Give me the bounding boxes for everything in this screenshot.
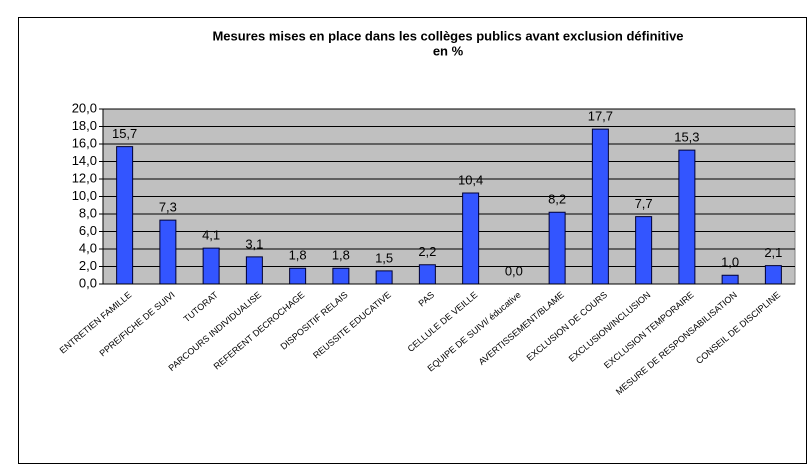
bar bbox=[418, 264, 436, 285]
value-label: 15,3 bbox=[674, 130, 699, 145]
bar bbox=[764, 265, 782, 285]
value-label: 17,7 bbox=[588, 109, 613, 124]
bar bbox=[289, 267, 307, 285]
value-label: 7,3 bbox=[159, 200, 177, 215]
y-tick-label: 20,0 bbox=[72, 100, 97, 115]
bar bbox=[635, 216, 653, 285]
value-label: 1,5 bbox=[375, 250, 393, 265]
y-tick-label: 10,0 bbox=[72, 188, 97, 203]
y-tick-label: 14,0 bbox=[72, 153, 97, 168]
chart-subtitle: en % bbox=[433, 43, 464, 58]
y-tick-label: 18,0 bbox=[72, 118, 97, 133]
y-tick-label: 16,0 bbox=[72, 135, 97, 150]
chart-title: Mesures mises en place dans les collèges… bbox=[212, 28, 683, 43]
y-tick-label: 2,0 bbox=[79, 258, 97, 273]
value-label: 8,2 bbox=[548, 192, 566, 207]
value-label: 3,1 bbox=[245, 236, 263, 251]
bar bbox=[375, 270, 393, 285]
value-label: 7,7 bbox=[635, 196, 653, 211]
y-tick-label: 6,0 bbox=[79, 223, 97, 238]
bar bbox=[462, 192, 480, 285]
value-label: 2,2 bbox=[418, 244, 436, 259]
value-label: 1,0 bbox=[721, 255, 739, 270]
bar bbox=[159, 219, 177, 285]
y-tick-label: 4,0 bbox=[79, 240, 97, 255]
value-label: 10,4 bbox=[458, 172, 483, 187]
bar bbox=[591, 128, 609, 285]
bar bbox=[678, 149, 696, 285]
value-label: 0,0 bbox=[505, 263, 523, 278]
value-label: 15,7 bbox=[112, 126, 137, 141]
y-tick-label: 12,0 bbox=[72, 170, 97, 185]
value-label: 4,1 bbox=[202, 228, 220, 243]
value-label: 2,1 bbox=[764, 245, 782, 260]
bar bbox=[721, 274, 739, 285]
bar bbox=[548, 211, 566, 285]
bar bbox=[245, 256, 263, 285]
bar bbox=[332, 267, 350, 285]
y-tick-label: 8,0 bbox=[79, 205, 97, 220]
y-tick-label: 0,0 bbox=[79, 275, 97, 290]
bar bbox=[202, 247, 220, 285]
value-label: 1,8 bbox=[332, 248, 350, 263]
bar bbox=[116, 146, 134, 285]
value-label: 1,8 bbox=[289, 248, 307, 263]
